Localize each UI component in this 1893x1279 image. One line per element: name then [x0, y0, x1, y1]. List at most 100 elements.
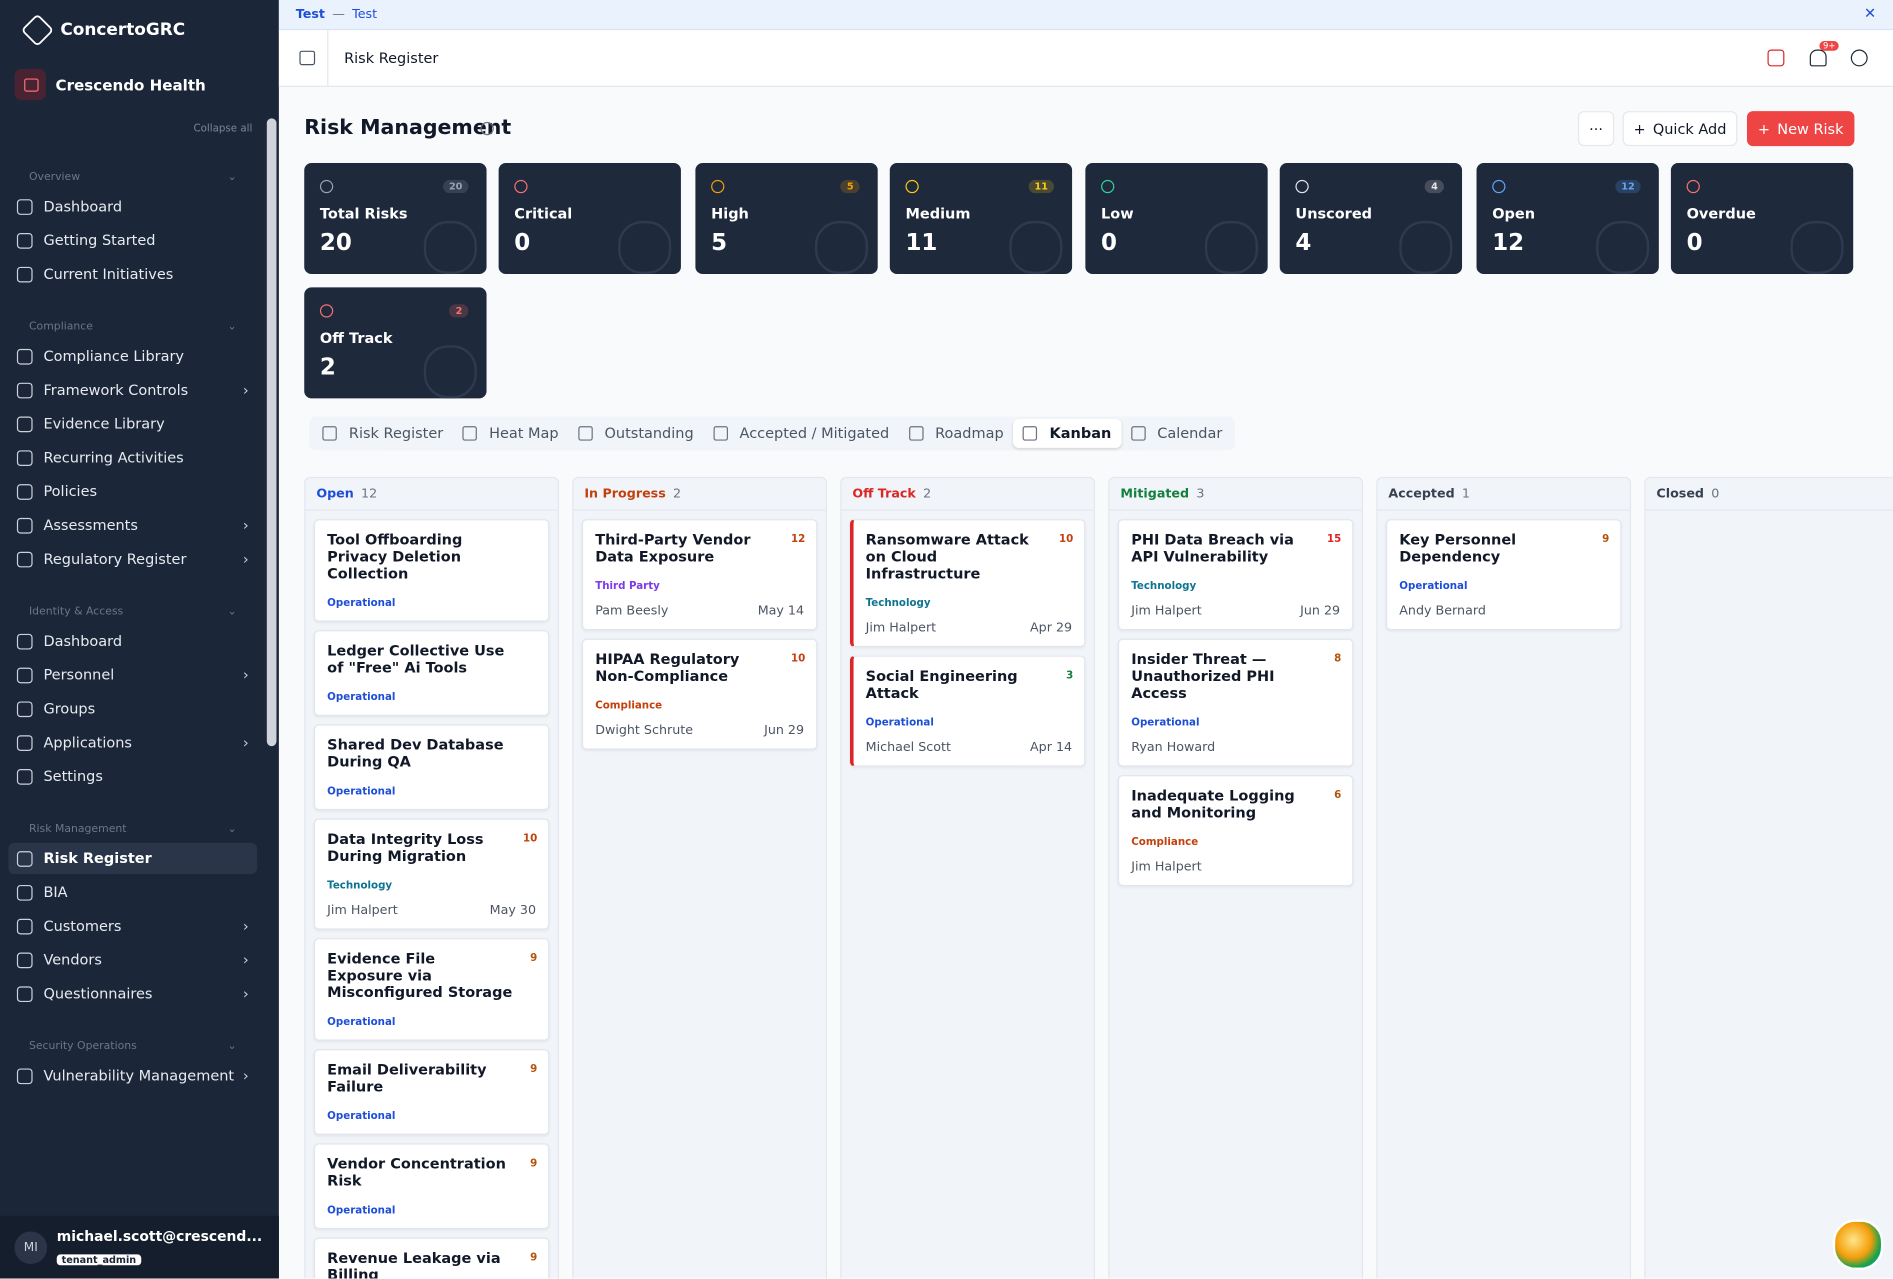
nav-item[interactable]: Policies [8, 476, 257, 507]
view-tab[interactable]: Heat Map [453, 419, 568, 448]
view-tab[interactable]: Kanban [1013, 418, 1121, 448]
nav-section[interactable]: Risk Management ⌄ [0, 819, 266, 841]
nav-section[interactable]: Security Operations ⌄ [0, 1036, 266, 1058]
nav-item[interactable]: Dashboard [8, 191, 257, 222]
view-tab[interactable]: Roadmap [899, 419, 1013, 448]
nav-item[interactable]: Personnel › [8, 659, 257, 690]
stat-label: Low [1101, 205, 1134, 223]
risk-owner: Pam Beesly [595, 603, 669, 619]
stat-card[interactable]: Unscored 4 4 [1279, 162, 1463, 275]
nav-label: Vendors [43, 951, 102, 969]
org-switcher[interactable]: Crescendo Health [14, 68, 206, 101]
collapse-all[interactable]: Collapse all [193, 123, 253, 136]
stat-card[interactable]: Total Risks 20 20 [304, 162, 487, 275]
risk-title: Shared Dev Database During QA [327, 736, 504, 771]
stat-card[interactable]: Open 12 12 [1476, 162, 1659, 275]
nav-section[interactable]: Compliance ⌄ [0, 316, 266, 338]
stat-card[interactable]: High 5 5 [695, 162, 878, 275]
risk-card[interactable]: Ransomware Attack on Cloud Infrastructur… [849, 519, 1086, 648]
nav-item[interactable]: Evidence Library [8, 408, 257, 439]
notifications[interactable] [1809, 49, 1827, 67]
title-help[interactable] [480, 121, 494, 136]
view-tab[interactable]: Calendar [1121, 419, 1232, 448]
nav-icon [16, 449, 33, 466]
nav-item[interactable]: Questionnaires › [8, 978, 257, 1009]
risk-card[interactable]: Email Deliverability Failure 9 Operational [313, 1049, 550, 1135]
nav-item[interactable]: Risk Register [8, 842, 258, 875]
banner-close[interactable]: ✕ [1863, 4, 1877, 22]
stat-badge: 5 [840, 179, 860, 194]
view-tab[interactable]: Accepted / Mitigated [703, 419, 899, 448]
nav-label: Dashboard [43, 197, 123, 215]
risk-card[interactable]: Inadequate Logging and Monitoring 6 Compli… [1117, 775, 1354, 887]
risk-score: 3 [1066, 670, 1074, 683]
stat-card[interactable]: Low 0 [1085, 162, 1268, 275]
nav-icon [16, 415, 33, 432]
risk-card[interactable]: PHI Data Breach via API Vulnerability 15 T… [1117, 519, 1354, 631]
stat-label: Open [1492, 205, 1536, 223]
nav-item[interactable]: Dashboard [8, 625, 257, 656]
risk-card[interactable]: Shared Dev Database During QA Operational [313, 724, 550, 811]
column-header: Open 12 [305, 478, 558, 511]
risk-card[interactable]: Third-Party Vendor Data Exposure 12 Third … [581, 519, 818, 631]
nav-item[interactable]: Groups [8, 693, 257, 724]
nav-item[interactable]: Assessments › [8, 509, 257, 540]
nav-item[interactable]: Current Initiatives [8, 258, 257, 289]
stat-card[interactable]: Critical 0 [498, 162, 681, 275]
nav-item[interactable]: Vulnerability Management › [8, 1060, 257, 1091]
risk-score: 9 [530, 1063, 538, 1076]
risk-score: 10 [522, 833, 538, 846]
stat-card[interactable]: Off Track 2 2 [304, 287, 487, 399]
user-menu[interactable]: MI michael.scott@crescend... tenant_admin [0, 1215, 279, 1279]
nav-item[interactable]: Getting Started [8, 225, 257, 256]
risk-due: Apr 29 [1029, 620, 1073, 636]
column-name: Off Track [852, 486, 916, 502]
risk-card[interactable]: Insider Threat — Unauthorized PHI Access… [1117, 638, 1354, 767]
stat-card[interactable]: Overdue 0 [1670, 162, 1854, 275]
risk-card[interactable]: Ledger Collective Use of "Free" Ai Tools… [313, 630, 550, 716]
stat-watermark [618, 220, 672, 275]
nav-section[interactable]: Identity & Access ⌄ [0, 601, 266, 623]
security-icon[interactable] [1767, 49, 1785, 67]
new-risk[interactable]: + New Risk [1746, 111, 1855, 147]
stat-card[interactable]: Medium 11 11 [889, 162, 1073, 275]
stat-value: 12 [1492, 229, 1525, 256]
help[interactable] [1850, 49, 1868, 67]
stat-label: High [711, 205, 749, 223]
risk-footer: Jim Halpert Jun 29 [1131, 604, 1340, 618]
risk-card[interactable]: HIPAA Regulatory Non-Compliance 10 Complia… [581, 638, 818, 750]
nav-section-title: Identity & Access [28, 606, 124, 619]
kanban-column: Open 12 Tool Offboarding Privacy Deletion … [304, 476, 559, 1279]
risk-card[interactable]: Data Integrity Loss During Migration 10 Te… [313, 818, 550, 930]
nav-item[interactable]: Vendors › [8, 944, 257, 975]
nav-item[interactable]: Applications › [8, 727, 257, 758]
nav-icon [16, 382, 33, 398]
sidebar: ConcertoGRC Crescendo Health Collapse al… [0, 0, 279, 1279]
nav-section[interactable]: Overview ⌄ [0, 167, 266, 189]
nav-item[interactable]: Compliance Library [8, 340, 257, 371]
assistant-button[interactable] [1832, 1219, 1884, 1271]
risk-footer: Ryan Howard [1131, 740, 1340, 754]
view-tab[interactable]: Risk Register [313, 419, 453, 448]
risk-card[interactable]: Key Personnel Dependency 9 Operational Andy… [1385, 519, 1622, 631]
sidebar-toggle[interactable] [299, 50, 316, 66]
nav-label: Applications [43, 734, 132, 751]
nav-item[interactable]: BIA [8, 876, 257, 907]
risk-card[interactable]: Vendor Concentration Risk 9 Operational [313, 1143, 550, 1230]
risk-card[interactable]: Social Engineering Attack 3 Operational Mic… [849, 655, 1086, 767]
nav-item[interactable]: Customers › [8, 910, 257, 941]
more-button[interactable]: ··· [1577, 111, 1615, 147]
risk-card[interactable]: Evidence File Exposure via Misconfigured… [313, 938, 550, 1041]
risk-card[interactable]: Revenue Leakage via Billing 9 [313, 1237, 550, 1279]
nav-item[interactable]: Recurring Activities [8, 442, 257, 473]
nav-item[interactable]: Framework Controls › [8, 374, 257, 405]
risk-card[interactable]: Tool Offboarding Privacy Deletion Collec… [313, 519, 550, 622]
stat-icon [1101, 179, 1115, 194]
nav-section-title: Risk Management [28, 823, 127, 836]
nav-item[interactable]: Settings [8, 761, 257, 792]
quick-add[interactable]: + Quick Add [1622, 111, 1738, 147]
view-tab[interactable]: Outstanding [568, 419, 703, 448]
nav-icon [16, 483, 33, 500]
nav-item[interactable]: Regulatory Register › [8, 543, 257, 574]
risk-owner: Jim Halpert [1131, 859, 1202, 875]
